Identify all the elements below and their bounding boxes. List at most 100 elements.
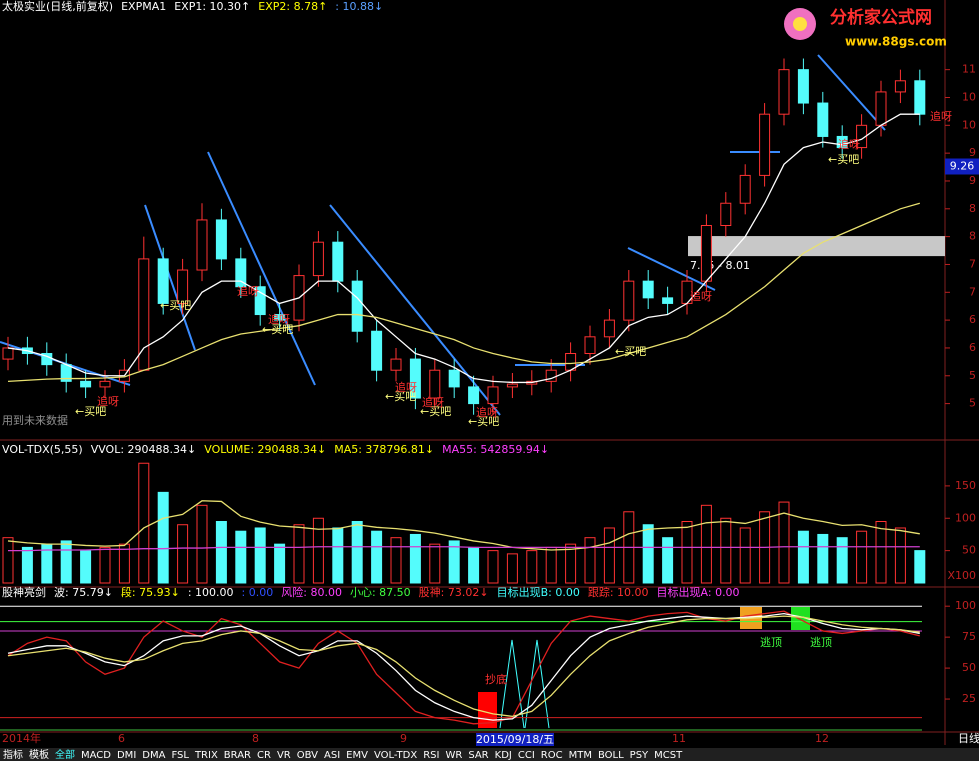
header-item: EXPMA1 (121, 0, 166, 13)
header-item: 小心: 87.50 (350, 586, 411, 599)
header-item: 风险: 80.00 (281, 585, 342, 599)
tab[interactable]: KDJ (495, 750, 512, 761)
header-item: : 0.00 (242, 586, 274, 599)
indicator-line (7, 202, 920, 382)
x-tick-label: 12 (815, 732, 829, 745)
candle-body (603, 319, 615, 338)
volume-bar (157, 491, 169, 584)
candle-body (157, 258, 169, 304)
candle-body (468, 386, 480, 405)
signal-label: ←买吧 (615, 345, 646, 358)
volume-bar (565, 543, 577, 584)
candle-body (215, 219, 227, 260)
tab[interactable]: PSY (630, 750, 649, 761)
tab[interactable]: ROC (541, 750, 563, 761)
signal-label: ←买吧 (468, 415, 499, 428)
tab[interactable]: MTM (569, 750, 592, 761)
volume-bar (312, 517, 324, 584)
tab-bar (0, 748, 979, 761)
tab[interactable]: FSL (171, 750, 189, 761)
tab[interactable]: VR (277, 750, 291, 761)
volume-bar (390, 537, 402, 584)
y-tick-label: 6 (969, 341, 976, 354)
candle-body (894, 80, 906, 93)
candle-body (254, 286, 266, 316)
volume-bar (875, 521, 887, 584)
tab[interactable]: 模板 (29, 748, 49, 761)
candle-body (409, 358, 421, 399)
tab[interactable]: WR (445, 750, 462, 761)
tab[interactable]: DMA (142, 750, 165, 761)
selected-date: 2015/09/18/五 (476, 733, 554, 746)
volume-bar (526, 550, 538, 584)
header-item: 跟踪: 10.00 (588, 585, 649, 599)
tab[interactable]: SAR (468, 750, 488, 761)
volume-bar (118, 543, 130, 584)
tab[interactable]: EMV (346, 750, 368, 761)
signal-label: 追呀 (690, 289, 712, 303)
panel-separators (0, 0, 979, 745)
target-spike (524, 639, 550, 729)
volume-bar (856, 530, 868, 584)
header-item: 目标出现A: 0.00 (657, 585, 740, 599)
tab[interactable]: RSI (423, 750, 439, 761)
x-tick-label: 8 (252, 732, 259, 745)
tab[interactable]: DMI (117, 750, 136, 761)
tab[interactable]: CCI (518, 750, 535, 761)
signal-label: ←买吧 (828, 153, 859, 166)
last-price: 9.26 (950, 160, 975, 173)
y-tick-label: 9 (969, 174, 976, 187)
tab[interactable]: VOL-TDX (374, 750, 417, 761)
indicator-line (7, 500, 920, 551)
y-tick-label: 10 (962, 90, 976, 103)
y-tick-label: 100 (955, 599, 976, 612)
candle-body (739, 174, 751, 204)
header-item: VOLUME: 290488.34↓ (204, 443, 326, 456)
tab[interactable]: OBV (297, 750, 318, 761)
period: 日线 (958, 731, 979, 745)
header-item: 股神亮剑 (2, 585, 46, 599)
volume-bar (681, 521, 693, 584)
y-tick-label: 6 (969, 313, 976, 326)
y-tick-label: 50 (962, 544, 976, 557)
y-tick-label: 7 (969, 257, 976, 270)
candle-body (429, 369, 441, 399)
tab[interactable]: BRAR (224, 750, 251, 761)
trend-line (329, 204, 501, 416)
candle-body (390, 358, 402, 371)
header-item: 太极实业(日线,前复权) (2, 0, 113, 13)
tab[interactable]: 全部 (55, 748, 75, 761)
candle-body (720, 202, 732, 227)
candle-body (80, 380, 92, 388)
tab[interactable]: BOLL (598, 750, 624, 761)
y-tick-label: 11 (962, 63, 976, 76)
candle-body (797, 69, 809, 104)
candle-body (700, 225, 712, 282)
top-signal (791, 607, 810, 630)
volume-bar (60, 540, 72, 584)
tab[interactable]: TRIX (194, 750, 218, 761)
x-tick-label: 2014年 (2, 731, 41, 745)
volume-bar (196, 504, 208, 584)
header-item: VOL-TDX(5,55) (2, 443, 83, 456)
signal-label: ←买吧 (75, 405, 106, 418)
tab[interactable]: CR (257, 750, 271, 761)
x-tick-label: 9 (400, 732, 407, 745)
volume-bar (99, 546, 111, 584)
header-item: 股神: 73.02↓ (419, 585, 489, 599)
y-tick-label: 5 (969, 397, 976, 410)
volume-bar (293, 524, 305, 584)
tab[interactable]: MCST (654, 750, 683, 761)
volume-bar (836, 537, 848, 584)
tab[interactable]: 指标 (3, 748, 23, 761)
tab[interactable]: MACD (81, 750, 111, 761)
x-tick-label: 6 (118, 732, 125, 745)
candle-body (817, 102, 829, 137)
candle-body (759, 113, 771, 176)
y-tick-label: 25 (962, 692, 976, 705)
signal-label: ←买吧 (160, 299, 191, 312)
tab[interactable]: ASI (324, 750, 340, 761)
candle-body (332, 241, 344, 282)
indicator-line (7, 610, 920, 725)
